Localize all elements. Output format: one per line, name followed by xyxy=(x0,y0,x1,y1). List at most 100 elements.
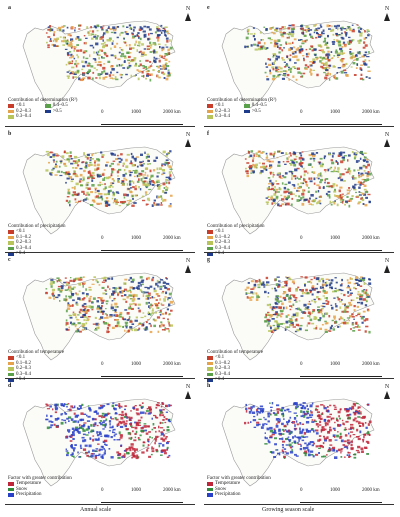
raster-cell xyxy=(128,294,132,297)
raster-cell xyxy=(60,170,63,173)
raster-cell xyxy=(349,315,352,318)
raster-cell xyxy=(132,195,134,198)
raster-cell xyxy=(136,171,139,173)
raster-cell xyxy=(315,28,318,31)
raster-cell xyxy=(162,172,166,174)
raster-cell xyxy=(163,449,167,453)
region-outline xyxy=(221,20,375,109)
legend-label: <0.1 xyxy=(16,103,26,109)
raster-cell xyxy=(269,71,272,75)
raster-cell xyxy=(277,420,281,422)
raster-cell xyxy=(286,160,290,163)
raster-cell xyxy=(124,42,127,44)
raster-cell xyxy=(65,406,68,408)
raster-cell xyxy=(71,293,74,297)
raster-cell xyxy=(283,61,286,63)
raster-cell xyxy=(282,70,287,72)
raster-cell xyxy=(111,168,115,171)
raster-cell xyxy=(70,434,73,437)
raster-cell xyxy=(128,44,131,47)
raster-cell xyxy=(120,76,123,79)
raster-cell xyxy=(273,329,277,331)
raster-cell xyxy=(306,184,309,187)
raster-cell xyxy=(295,314,299,317)
raster-cell xyxy=(143,425,147,428)
raster-cell xyxy=(151,437,153,439)
raster-cell xyxy=(94,191,97,194)
raster-cell xyxy=(355,315,358,317)
raster-cell xyxy=(367,70,371,72)
raster-cell xyxy=(164,421,167,424)
raster-cell xyxy=(348,27,352,30)
raster-cell xyxy=(285,64,289,67)
raster-cell xyxy=(124,408,126,411)
legend-title: Contribution of precipitation xyxy=(207,224,265,229)
raster-cell xyxy=(289,152,291,155)
raster-cell xyxy=(328,330,332,332)
raster-cell xyxy=(299,45,302,48)
raster-cell xyxy=(300,415,304,418)
raster-cell xyxy=(66,42,69,45)
raster-cell xyxy=(118,453,122,456)
raster-cell xyxy=(305,180,308,184)
raster-cell xyxy=(83,282,86,285)
raster-cell xyxy=(81,403,84,406)
raster-cell xyxy=(309,33,312,36)
raster-cell xyxy=(55,45,59,47)
raster-cell xyxy=(148,188,152,191)
raster-cell xyxy=(302,311,306,314)
raster-cell xyxy=(311,311,315,313)
raster-cell xyxy=(317,445,321,447)
raster-cell xyxy=(144,151,146,154)
raster-cell xyxy=(75,316,77,319)
raster-cell xyxy=(275,328,278,331)
raster-cell xyxy=(69,305,72,307)
raster-cell xyxy=(349,456,352,458)
raster-cell xyxy=(336,419,339,421)
raster-cell xyxy=(97,443,100,445)
raster-cell xyxy=(253,43,257,46)
raster-cell xyxy=(156,279,159,283)
raster-cell xyxy=(357,324,359,327)
raster-cell xyxy=(337,43,341,45)
raster-cell xyxy=(327,419,330,422)
raster-cell xyxy=(160,454,163,456)
raster-cell xyxy=(126,51,130,54)
scale-bar: 0 1000 2000 km xyxy=(101,110,183,125)
legend-label: <0.1 xyxy=(215,103,225,109)
raster-cell xyxy=(75,414,80,417)
raster-cell xyxy=(156,181,160,183)
raster-cell xyxy=(140,55,144,57)
scale-line xyxy=(101,502,183,503)
raster-cell xyxy=(105,322,109,325)
raster-cell xyxy=(357,412,360,415)
raster-cell xyxy=(89,161,92,164)
raster-cell xyxy=(111,170,114,174)
raster-cell xyxy=(334,188,336,192)
raster-cell xyxy=(322,279,325,283)
raster-cell xyxy=(321,58,324,61)
raster-cell xyxy=(165,46,169,48)
scale-bar: 0 1000 2000 km xyxy=(300,362,382,377)
raster-cell xyxy=(129,183,132,186)
raster-cell xyxy=(281,428,285,431)
raster-cell xyxy=(358,29,360,33)
raster-cell xyxy=(114,305,118,308)
raster-cell xyxy=(68,435,71,438)
scale-line xyxy=(300,250,382,251)
raster-cell xyxy=(265,201,269,203)
raster-cell xyxy=(86,72,89,75)
raster-cell xyxy=(316,184,320,187)
raster-cell xyxy=(342,310,347,313)
raster-cell xyxy=(268,199,271,201)
raster-cell xyxy=(159,421,161,425)
raster-cell xyxy=(350,447,354,449)
raster-cell xyxy=(162,200,164,203)
raster-cell xyxy=(304,450,307,454)
raster-cell xyxy=(364,51,368,54)
raster-cell xyxy=(328,447,331,450)
raster-cell xyxy=(341,278,343,282)
raster-cell xyxy=(311,402,314,405)
raster-cell xyxy=(294,427,297,431)
raster-cell xyxy=(268,330,272,332)
